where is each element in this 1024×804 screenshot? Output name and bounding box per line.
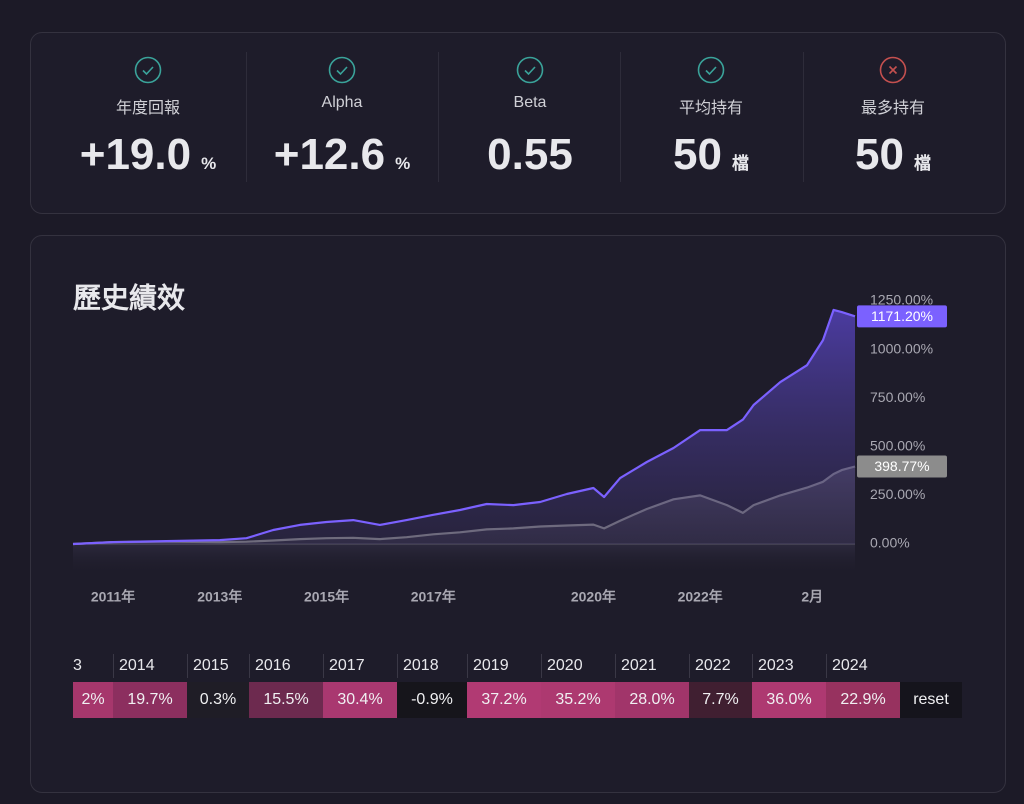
- year-header: 2021: [615, 654, 689, 678]
- return-cell: 0.3%: [187, 682, 249, 718]
- year-header: 3: [73, 657, 82, 674]
- metric-value: 0.55: [435, 130, 625, 180]
- x-tick-label: 2月: [801, 589, 823, 605]
- cross-icon: [879, 56, 907, 84]
- value: 0.55: [487, 130, 573, 179]
- divider: [803, 52, 804, 182]
- x-tick-label: 2015年: [304, 589, 349, 605]
- x-tick-label: 2022年: [678, 589, 723, 605]
- y-tick-label: 0.00%: [870, 535, 910, 551]
- metric-label: Alpha: [321, 94, 363, 111]
- metric: 年度回報 +19.0%: [53, 32, 243, 212]
- line: [72, 308, 856, 546]
- year-header: 2016: [249, 654, 323, 678]
- check-icon: [697, 56, 725, 84]
- metric-label: 年度回報: [115, 100, 180, 117]
- metrics-card: [30, 32, 1006, 214]
- metric: Alpha +12.6%: [247, 32, 437, 212]
- y-tick-label: 250.00%: [870, 486, 925, 502]
- return-cell: 28.0%: [615, 682, 689, 718]
- metric-label: 平均持有: [678, 100, 743, 117]
- metric-value: 50 檔: [616, 130, 806, 180]
- unit: 檔: [731, 154, 749, 173]
- value: +12.6: [273, 130, 386, 179]
- return-cell: 7.7%: [689, 682, 752, 718]
- divider: [620, 52, 621, 182]
- value: 50: [673, 130, 722, 179]
- value-label-box: [857, 455, 947, 478]
- unit: %: [201, 154, 217, 173]
- x-tick-label: 2011年: [91, 589, 135, 605]
- return-cell: 30.4%: [323, 682, 397, 718]
- y-tick-label: 750.00%: [870, 389, 925, 405]
- divider: [246, 52, 247, 182]
- y-tick-label: 500.00%: [870, 438, 925, 454]
- check-icon: [134, 56, 162, 84]
- value: 50: [855, 130, 904, 179]
- return-cell: 37.2%: [467, 682, 541, 718]
- metric: 最多持有 50 檔: [798, 32, 988, 212]
- value: +19.0: [79, 130, 192, 179]
- year-header: 2023: [752, 654, 826, 678]
- return-cell: 15.5%: [249, 682, 323, 718]
- year-header: 2020: [541, 654, 615, 678]
- return-cell: 36.0%: [752, 682, 826, 718]
- return-cell: -0.9%: [397, 682, 467, 718]
- year-header: 2022: [689, 654, 752, 678]
- year-header: 2019: [467, 654, 541, 678]
- unit: %: [395, 154, 411, 173]
- return-cell: 35.2%: [541, 682, 615, 718]
- x-tick-label: 2017年: [411, 589, 456, 605]
- value-label-box: [857, 305, 947, 328]
- fade: [73, 544, 855, 576]
- divider: [438, 52, 439, 182]
- area: [73, 309, 855, 544]
- return-cell: 19.7%: [113, 682, 187, 718]
- metric: Beta 0.55: [435, 32, 625, 212]
- return-cell: 22.9%: [826, 682, 900, 718]
- x-tick-label: 2020年: [571, 589, 616, 605]
- return-cell: 2%: [73, 682, 113, 718]
- x-tick-label: 2013年: [197, 589, 242, 605]
- year-header: 2018: [397, 654, 467, 678]
- year-header: 2015: [187, 654, 249, 678]
- metric-label: 最多持有: [860, 100, 925, 117]
- check-icon: [516, 56, 544, 84]
- value-label: 398.77%: [874, 458, 929, 474]
- year-header: 2017: [323, 654, 397, 678]
- chart-title: 歷史績效: [73, 281, 185, 313]
- year-header: 2014: [113, 654, 187, 678]
- value-label: 1171.20%: [871, 308, 933, 324]
- metric-value: 50 檔: [798, 130, 988, 180]
- check-icon: [328, 56, 356, 84]
- y-tick-label: 1000.00%: [870, 340, 933, 356]
- unit: 檔: [913, 154, 931, 173]
- metric: 平均持有 50 檔: [616, 32, 806, 212]
- y-tick-label: 1250.00%: [870, 292, 933, 308]
- reset-button[interactable]: reset: [900, 682, 962, 718]
- metric-value: +19.0%: [53, 130, 243, 180]
- metric-label: Beta: [513, 94, 547, 111]
- year-header: 2024: [826, 654, 900, 678]
- metric-value: +12.6%: [247, 130, 437, 180]
